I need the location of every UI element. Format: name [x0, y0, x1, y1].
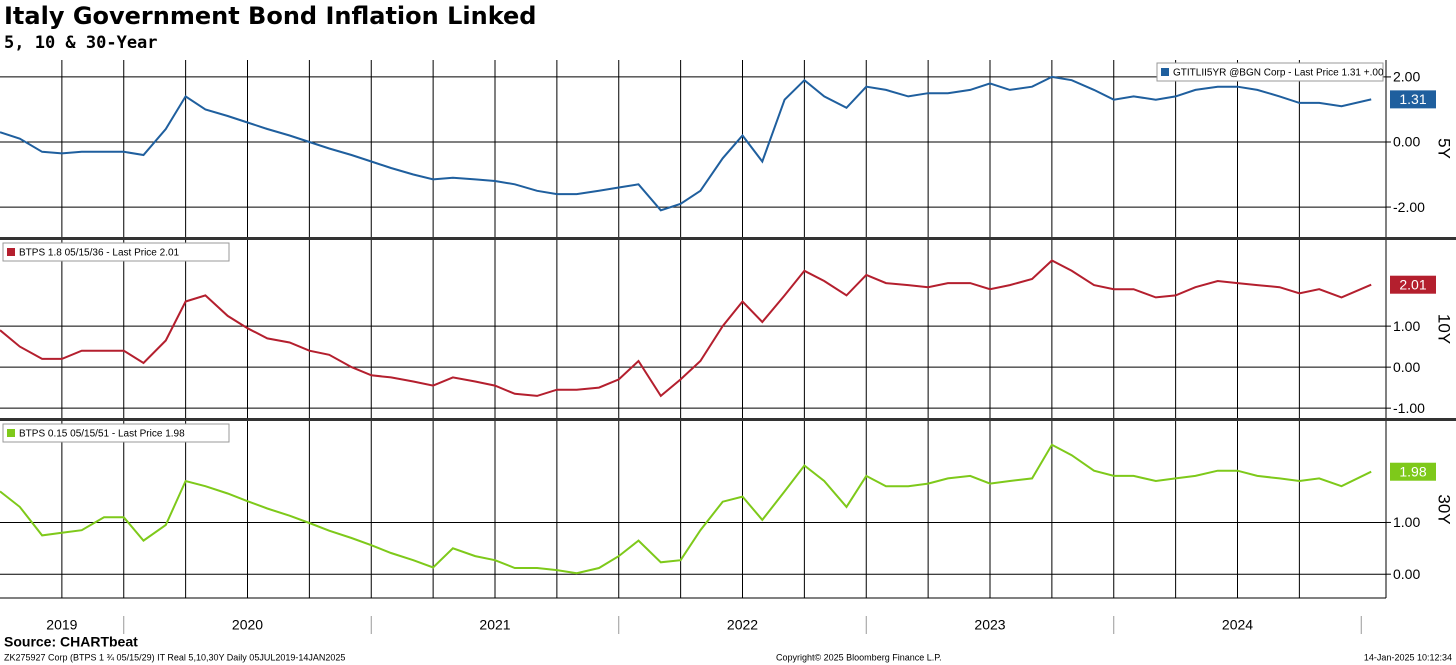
panel-separator [0, 237, 1456, 240]
last-price-label: 1.31 [1399, 91, 1426, 107]
legend-label: BTPS 1.8 05/15/36 - Last Price 2.01 [19, 248, 180, 259]
ticker-note: ZK275927 Corp (BTPS 1 ¾ 05/15/29) IT Rea… [4, 652, 345, 662]
x-tick-label: 2021 [479, 617, 510, 633]
y-tick-label: -1.00 [1393, 400, 1425, 416]
y-axis-label: 5Y [1435, 138, 1454, 159]
y-tick-label: 0.00 [1393, 134, 1420, 150]
panel-separator [0, 418, 1456, 421]
last-price-label: 2.01 [1399, 276, 1426, 292]
y-tick-label: 2.00 [1393, 69, 1420, 85]
x-tick-label: 2020 [232, 617, 263, 633]
last-price-label: 1.98 [1399, 463, 1426, 479]
y-axis-label: 10Y [1435, 314, 1454, 344]
legend-label: GTITLII5YR @BGN Corp - Last Price 1.31 +… [1173, 68, 1384, 79]
legend-swatch [7, 429, 15, 437]
y-axis-label: 30Y [1435, 494, 1454, 524]
last-price-box [1390, 462, 1436, 481]
timestamp: 14-Jan-2025 10:12:34 [1364, 652, 1452, 662]
y-tick-label: -2.00 [1393, 199, 1425, 215]
chart-title: Italy Government Bond Inflation Linked [4, 2, 536, 30]
y-tick-label: 0.00 [1393, 566, 1420, 582]
chart-subtitle: 5, 10 & 30-Year [4, 33, 158, 53]
legend-swatch [1161, 68, 1169, 76]
copyright: Copyright© 2025 Bloomberg Finance L.P. [776, 652, 942, 662]
y-tick-label: 0.00 [1393, 359, 1420, 375]
data-line [0, 443, 1372, 575]
x-tick-label: 2019 [46, 617, 77, 633]
x-tick-label: 2022 [727, 617, 758, 633]
last-price-box [1390, 90, 1436, 109]
y-tick-label: 1.00 [1393, 514, 1420, 530]
x-tick-label: 2023 [974, 617, 1005, 633]
data-line [0, 259, 1372, 398]
legend-box [2, 423, 230, 443]
legend-swatch [7, 248, 15, 256]
x-tick-label: 2024 [1222, 617, 1253, 633]
last-price-box [1390, 275, 1436, 294]
y-tick-label: 1.00 [1393, 318, 1420, 334]
legend-box [1156, 62, 1384, 82]
source: Source: CHARTbeat [4, 634, 138, 650]
legend-label: BTPS 0.15 05/15/51 - Last Price 1.98 [19, 429, 185, 440]
legend-box [2, 242, 230, 262]
data-line [0, 75, 1372, 212]
